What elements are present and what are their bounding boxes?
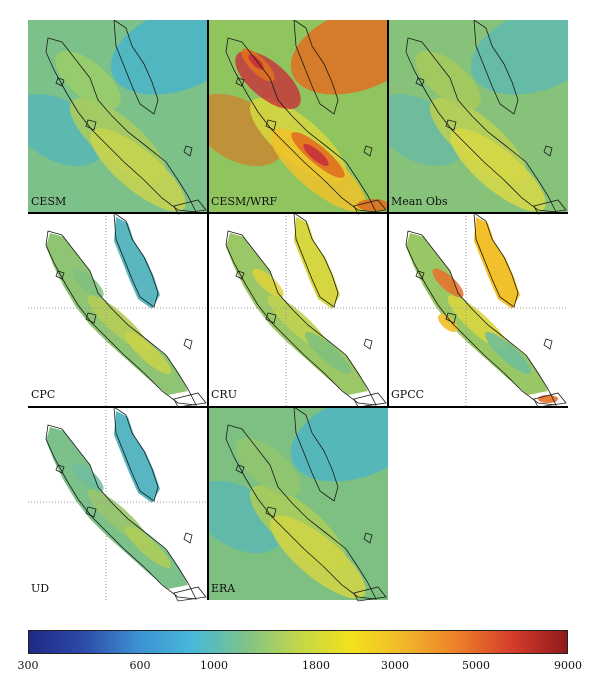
coastline bbox=[45, 230, 197, 406]
coastline bbox=[235, 464, 245, 474]
colorbar-tick-label: 3000 bbox=[381, 659, 409, 672]
coastline bbox=[113, 20, 159, 115]
precip-field-patch bbox=[290, 20, 388, 95]
coastline bbox=[85, 506, 97, 518]
panel-label: CESM/WRF bbox=[211, 195, 278, 208]
precip-field-patch bbox=[125, 332, 171, 374]
precip-field-patch bbox=[290, 407, 388, 482]
coastline bbox=[183, 532, 193, 544]
map-panel-cesm-wrf: CESM/WRF bbox=[208, 20, 388, 215]
coastline bbox=[173, 392, 207, 408]
coastline bbox=[445, 312, 457, 324]
coastline bbox=[543, 145, 553, 157]
map-panel-era: ERA bbox=[208, 407, 388, 602]
coastline bbox=[533, 199, 567, 215]
colorbar-tick-label: 5000 bbox=[462, 659, 490, 672]
coastline bbox=[415, 77, 425, 87]
colorbar-tick-label: 9000 bbox=[554, 659, 582, 672]
precip-field-patch bbox=[357, 199, 388, 211]
coastline bbox=[363, 532, 373, 544]
coastline bbox=[363, 338, 373, 350]
coastline bbox=[113, 213, 159, 308]
colorbar-tick-label: 1000 bbox=[200, 659, 228, 672]
precipitation-map-grid: CESM CESM/WRF Mean Obs CPC CRU GPCC UD ERA bbox=[28, 20, 568, 602]
precip-field-patch bbox=[450, 128, 546, 212]
coastline bbox=[113, 407, 159, 502]
precip-field-patch bbox=[303, 144, 329, 166]
coastline bbox=[55, 270, 65, 280]
panel-label: Mean Obs bbox=[391, 195, 448, 208]
precip-field-patch bbox=[470, 20, 568, 95]
precip-field-patch bbox=[415, 50, 481, 110]
map-panel-ud: UD bbox=[28, 407, 208, 602]
coastline bbox=[235, 77, 245, 87]
coastline bbox=[55, 77, 65, 87]
coastline bbox=[293, 407, 339, 502]
map-panel-cesm: CESM bbox=[28, 20, 208, 215]
colorbar-tick-label: 600 bbox=[129, 659, 151, 672]
precip-field-patch bbox=[270, 515, 366, 599]
precip-field-patch bbox=[438, 314, 458, 332]
precip-field-patch bbox=[538, 395, 558, 403]
coastline bbox=[225, 424, 377, 600]
coastline bbox=[85, 119, 97, 131]
coastline bbox=[265, 119, 277, 131]
coastline bbox=[173, 586, 207, 602]
precip-field-patch bbox=[72, 268, 104, 298]
coastline bbox=[173, 199, 207, 215]
panel-label: ERA bbox=[211, 582, 236, 595]
panel-label: CPC bbox=[31, 388, 55, 401]
precip-field-patch bbox=[305, 332, 351, 374]
colorbar-tick-label: 300 bbox=[17, 659, 39, 672]
coastline bbox=[473, 213, 519, 308]
coastline bbox=[473, 20, 519, 115]
coastline bbox=[353, 392, 387, 408]
coastline bbox=[265, 312, 277, 324]
precip-field-patch bbox=[72, 462, 104, 492]
coastline bbox=[533, 392, 567, 408]
land-mask-fill bbox=[474, 217, 520, 309]
panel-label: GPCC bbox=[391, 388, 424, 401]
panel-label: UD bbox=[31, 582, 49, 595]
panel-label: CESM bbox=[31, 195, 66, 208]
map-panel-cpc: CPC bbox=[28, 213, 208, 408]
coastline bbox=[363, 145, 373, 157]
coastline bbox=[293, 20, 339, 115]
land-mask-fill bbox=[294, 217, 340, 309]
map-panel-mean-obs: Mean Obs bbox=[388, 20, 568, 215]
map-panel-cru: CRU bbox=[208, 213, 388, 408]
coastline bbox=[353, 199, 387, 215]
coastline bbox=[445, 119, 457, 131]
precip-field-patch bbox=[270, 128, 366, 212]
coastline bbox=[45, 424, 197, 600]
precip-field-patch bbox=[248, 54, 264, 70]
coastline bbox=[405, 230, 557, 406]
precip-field-patch bbox=[110, 20, 208, 95]
coastline bbox=[353, 586, 387, 602]
precip-field-patch bbox=[432, 268, 464, 298]
land-mask-fill bbox=[114, 411, 160, 503]
coastline bbox=[183, 338, 193, 350]
coastline bbox=[543, 338, 553, 350]
precip-field-patch bbox=[55, 50, 121, 110]
colorbar-tick-label: 1800 bbox=[302, 659, 330, 672]
precip-field-patch bbox=[235, 437, 301, 497]
coastline bbox=[225, 230, 377, 406]
land-mask-fill bbox=[114, 217, 160, 309]
panel-label: CRU bbox=[211, 388, 237, 401]
precip-field-patch bbox=[252, 268, 284, 298]
coastline bbox=[415, 270, 425, 280]
coastline bbox=[235, 270, 245, 280]
panel-frame-lines bbox=[28, 20, 568, 600]
precip-field-patch bbox=[90, 128, 186, 212]
coastline bbox=[85, 312, 97, 324]
coastline bbox=[293, 213, 339, 308]
precipitation-colorbar bbox=[28, 630, 568, 654]
precip-field-patch bbox=[125, 526, 171, 568]
map-panel-gpcc: GPCC bbox=[388, 213, 568, 408]
coastline bbox=[55, 464, 65, 474]
precip-field-patch bbox=[485, 332, 531, 374]
coastline bbox=[183, 145, 193, 157]
coastline bbox=[265, 506, 277, 518]
